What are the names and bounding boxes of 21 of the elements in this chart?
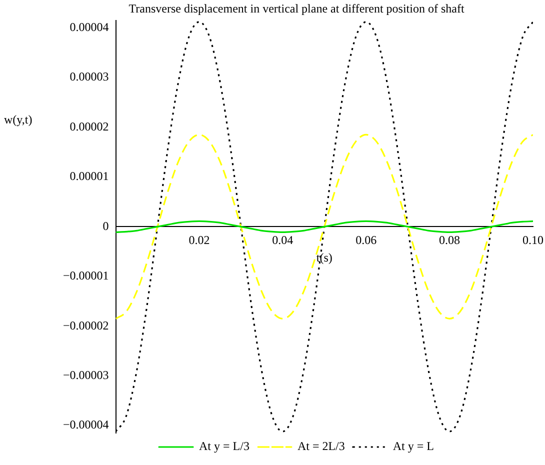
line-series <box>116 220 533 233</box>
y-tick-label: 0.00003 <box>70 70 109 84</box>
legend-label: At y = L/3 <box>199 439 250 454</box>
x-tick-label: 0.04 <box>272 233 294 248</box>
y-tick-label: 0.00002 <box>70 119 109 134</box>
y-tick-label: −0.00001 <box>62 268 109 283</box>
y-tick-label: −0.00004 <box>62 418 109 432</box>
legend-label: At = 2L/3 <box>297 439 345 454</box>
y-tick-label: 0.00001 <box>70 169 109 184</box>
y-tick-label: −0.00003 <box>62 368 109 382</box>
x-tick-label: 0.10 <box>522 233 544 248</box>
x-axis-title: t(s) <box>316 250 332 264</box>
x-tick-label: 0.06 <box>356 233 377 248</box>
x-tick-label: 0.02 <box>188 233 210 248</box>
x-tick-label: 0.08 <box>439 233 460 248</box>
y-tick-label: 0.00004 <box>70 20 109 34</box>
legend-label: At y = L <box>392 439 434 454</box>
y-tick-label: 0 <box>102 218 109 233</box>
chart-title: Transverse displacement in vertical plane at different position of shaft <box>128 1 465 16</box>
y-axis-title: w(y,t) <box>4 112 32 127</box>
y-tick-label: −0.00002 <box>62 318 109 332</box>
